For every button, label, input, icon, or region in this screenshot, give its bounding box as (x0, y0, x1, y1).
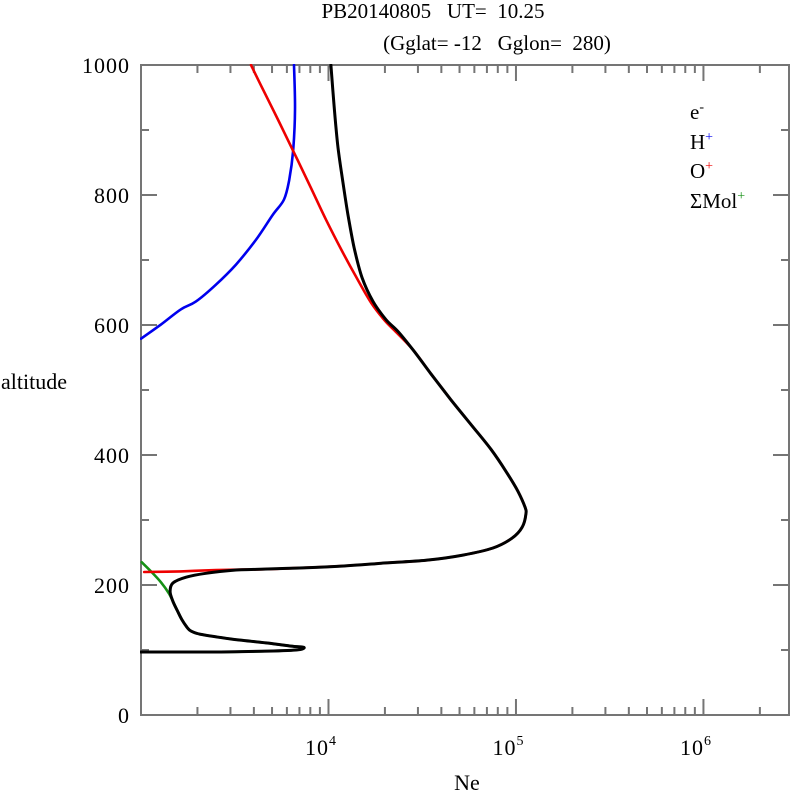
legend-item-electron: e- (690, 100, 704, 124)
legend-item-oxygen-ion: O+ (690, 159, 713, 183)
y-tick-label: 600 (94, 313, 130, 338)
legend-item-hydrogen-ion: H+ (690, 130, 713, 154)
labels: 0 200 400 600 800 1000 104 105 106 PB20140805 UT=… (1, 0, 745, 795)
curves (140, 64, 528, 654)
x-tick-label: 105 (492, 734, 523, 760)
chart-title: PB20140805 UT= 10.25 (321, 0, 544, 23)
y-axis-label: altitude (1, 369, 67, 394)
y-tick-label: 400 (94, 443, 130, 468)
curve-o (142, 64, 528, 574)
curve-e (140, 64, 528, 654)
x-axis-label: Ne (454, 770, 480, 795)
y-tick-label: 800 (94, 183, 130, 208)
y-tick-label: 1000 (82, 53, 130, 78)
axes (140, 64, 790, 716)
y-tick-label: 200 (94, 573, 130, 598)
x-tick-label: 104 (305, 734, 336, 760)
x-tick-label: 106 (680, 734, 711, 760)
chart-subtitle: (Gglat= -12 Gglon= 280) (383, 31, 611, 55)
y-tick-label: 0 (118, 703, 130, 728)
legend-item-molecular-ions: ΣMol+ (690, 189, 745, 213)
